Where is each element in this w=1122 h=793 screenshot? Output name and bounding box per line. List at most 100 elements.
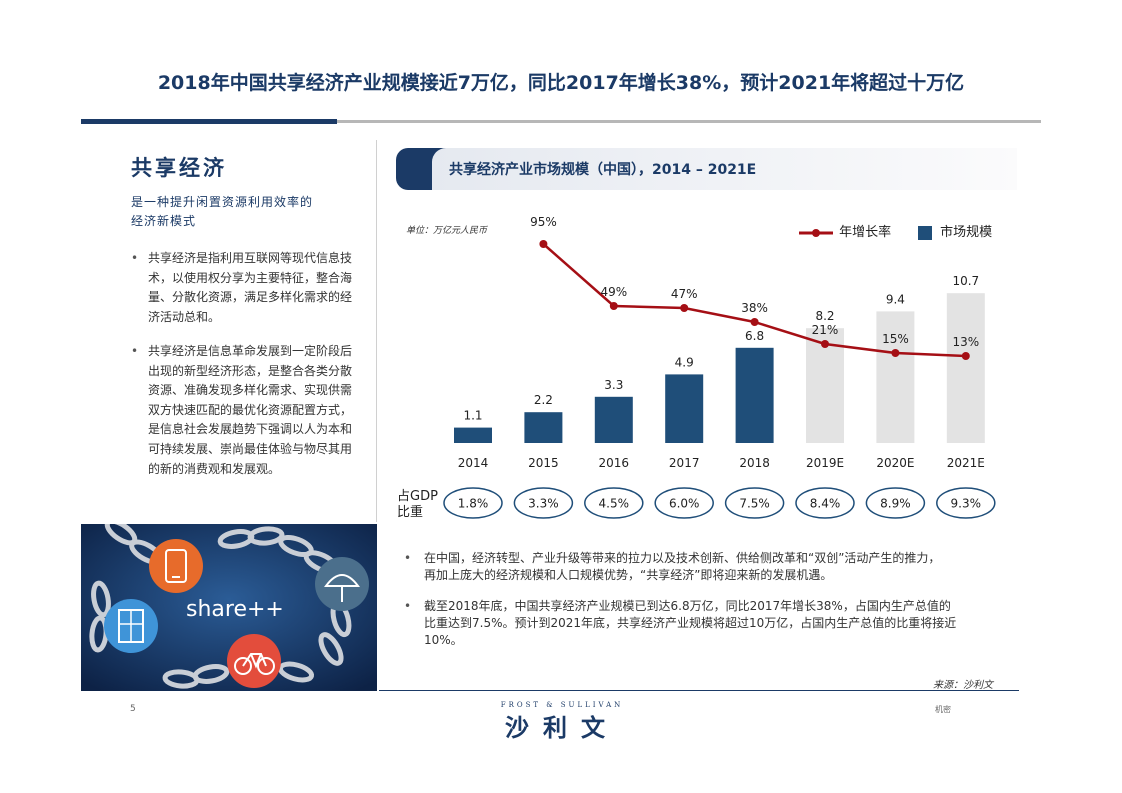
growth-value-label: 95%: [530, 215, 557, 229]
gdp-share-value: 3.3%: [528, 497, 559, 511]
panel-divider: [376, 140, 377, 522]
gdp-share-oval: [654, 487, 714, 519]
left-bullet-1: • 共享经济是指利用互联网等现代信息技术，以使用权分享为主要特征，整合海量、分散…: [131, 249, 356, 329]
gdp-share-value: 6.0%: [669, 497, 700, 511]
gdp-share-oval: [584, 487, 644, 519]
x-tick-label: 2020E: [876, 456, 914, 470]
gdp-share-value: 4.5%: [599, 497, 630, 511]
right-bullet-2-line-1: 截至2018年底，中国共享经济产业规模已到达6.8万亿，同比2017年增长38%…: [424, 599, 951, 613]
gdp-label-line-2: 比重: [397, 505, 424, 520]
share-economy-image: share++: [81, 524, 377, 691]
x-tick-label: 2016: [599, 456, 630, 470]
right-bullet-1: • 在中国，经济转型、产业升级等带来的拉力以及技术创新、供给侧改革和“双创”活动…: [404, 550, 1024, 586]
chart-header-tab: [396, 148, 1017, 190]
bar-value-label: 3.3: [604, 378, 623, 392]
bar-2017: [665, 374, 704, 443]
umbrella-icon: [315, 557, 369, 611]
subheading-line-1: 是一种提升闲置资源利用效率的: [131, 195, 314, 209]
growth-point: [680, 304, 689, 312]
left-bullet-1-text: 共享经济是指利用互联网等现代信息技术，以使用权分享为主要特征，整合海量、分散化资…: [148, 251, 353, 324]
left-bullet-2: • 共享经济是信息革命发展到一定阶段后出现的新型经济形态，是整合各类分散资源、准…: [131, 342, 356, 502]
page-title: 2018年中国共享经济产业规模接近7万亿，同比2017年增长38%，预计2021…: [157, 72, 965, 94]
bar-2018: [735, 347, 774, 443]
bar-value-label: 6.8: [745, 329, 764, 343]
legend-growth: 年增长率: [799, 221, 891, 240]
x-tick-label: 2017: [669, 456, 700, 470]
confidential-label: 机密: [935, 705, 951, 714]
bullet-dot: •: [404, 599, 412, 613]
x-tick-label: 2018: [739, 456, 770, 470]
left-bullet-2-text: 共享经济是信息革命发展到一定阶段后出现的新型经济形态，是整合各类分散资源、准确发…: [148, 344, 353, 476]
growth-value-label: 13%: [952, 335, 979, 349]
legend-market-size: 市场规模: [918, 221, 992, 240]
source-note: 来源：沙利文: [933, 680, 993, 691]
right-bullet-2-line-3: 10%。: [424, 633, 463, 647]
growth-point: [821, 340, 829, 348]
growth-point: [891, 349, 900, 357]
gdp-share-oval: [795, 487, 855, 519]
left-panel-heading: 共享经济: [131, 155, 227, 180]
brand-chinese: 沙利文: [505, 714, 619, 742]
growth-value-label: 15%: [882, 332, 909, 346]
growth-value-label: 49%: [600, 285, 627, 299]
bar-2021E: [946, 293, 985, 443]
title-underline-light: [337, 120, 1041, 123]
gdp-share-oval: [724, 487, 785, 519]
left-panel-subheading: 是一种提升闲置资源利用效率的 经济新模式: [131, 193, 351, 231]
brand-english: FROST & SULLIVAN: [500, 701, 624, 709]
bar-value-label: 4.9: [675, 355, 694, 369]
bar-value-label: 1.1: [463, 409, 482, 423]
right-bullet-1-line-2: 再加上庞大的经济规模和人口规模优势，“共享经济”即将迎来新的发展机遇。: [424, 568, 833, 582]
bar-value-label: 9.4: [886, 292, 905, 306]
right-bullet-2: • 截至2018年底，中国共享经济产业规模已到达6.8万亿，同比2017年增长3…: [404, 598, 1024, 652]
gdp-label-line-1: 占GDP: [397, 489, 438, 504]
growth-point: [961, 352, 970, 360]
growth-point: [539, 240, 548, 248]
page-number: 5: [130, 704, 136, 714]
right-bullet-2-line-2: 比重达到7.5%。预计到2021年底，共享经济产业规模将超过10万亿，占国内生产…: [424, 616, 957, 630]
gdp-share-label: 占GDP 比重: [397, 489, 438, 521]
chain-icon: [89, 524, 352, 689]
bar-2020E: [876, 311, 915, 443]
bar-value-label: 10.7: [952, 274, 979, 288]
gdp-share-oval: [443, 487, 503, 519]
share-plus-text: share++: [186, 597, 284, 622]
bar-2016: [594, 396, 633, 443]
growth-value-label: 21%: [812, 323, 839, 337]
legend-bar-swatch: [918, 225, 932, 240]
door-icon: [104, 599, 158, 653]
bar-2015: [524, 412, 563, 443]
growth-point: [609, 302, 618, 310]
bar-value-label: 8.2: [815, 309, 834, 323]
subheading-line-2: 经济新模式: [131, 214, 197, 228]
chart-unit-label: 单位：万亿元人民币: [406, 226, 488, 236]
bullet-dot: •: [131, 251, 139, 265]
phone-icon: [149, 539, 203, 593]
gdp-share-value: 9.3%: [951, 497, 982, 511]
gdp-share-oval: [865, 487, 926, 519]
x-tick-label: 2019E: [806, 456, 844, 470]
gdp-share-oval: [936, 487, 996, 519]
source-divider: [379, 690, 1019, 691]
title-underline-dark: [81, 119, 337, 124]
bar-2014: [454, 427, 492, 443]
bar-value-label: 2.2: [534, 393, 553, 407]
right-bullet-1-line-1: 在中国，经济转型、产业升级等带来的拉力以及技术创新、供给侧改革和“双创”活动产生…: [424, 551, 941, 565]
x-tick-label: 2021E: [947, 456, 985, 470]
legend-line-icon: [799, 228, 833, 237]
gdp-share-oval: [513, 487, 574, 519]
bullet-dot: •: [131, 344, 139, 358]
x-tick-label: 2014: [458, 456, 489, 470]
chart-title: 共享经济产业市场规模（中国），2014 – 2021E: [449, 162, 757, 178]
gdp-share-value: 1.8%: [458, 497, 489, 511]
bullet-dot: •: [404, 551, 412, 565]
bicycle-icon: [227, 634, 281, 688]
market-size-chart: 1.1 2014 2.2 2015 3.3 2016 4.9 2017 6.8 2018 8.2 20…: [443, 215, 996, 519]
growth-value-label: 47%: [671, 287, 698, 301]
gdp-share-value: 8.9%: [880, 497, 911, 511]
growth-point: [750, 318, 759, 326]
growth-value-label: 38%: [741, 301, 768, 315]
gdp-share-value: 8.4%: [810, 497, 841, 511]
legend-market-size-label: 市场规模: [940, 225, 993, 240]
legend-growth-label: 年增长率: [839, 225, 892, 240]
